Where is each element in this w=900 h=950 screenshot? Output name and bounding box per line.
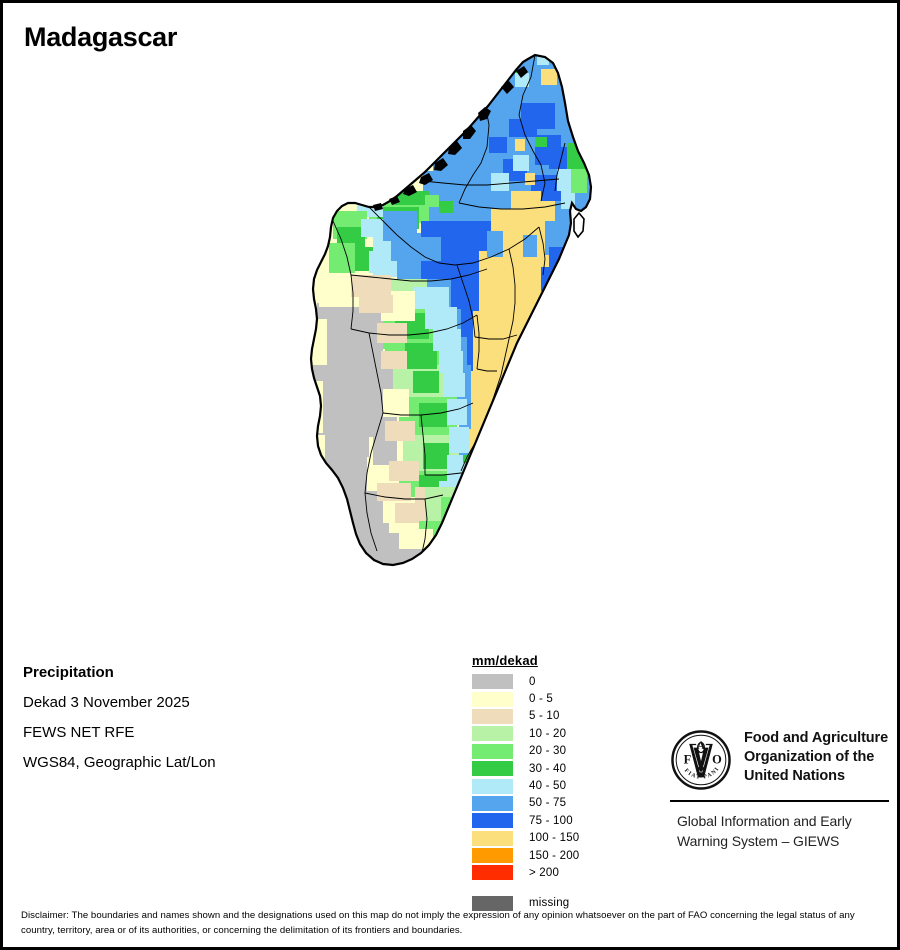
giews-line-1: Global Information and Early	[677, 813, 852, 829]
legend-label: 0	[529, 675, 536, 688]
legend-swatch	[472, 848, 513, 864]
legend-label: 100 - 150	[529, 832, 580, 845]
fao-org-line-2: Organization of the	[744, 749, 875, 765]
offshore-island	[573, 211, 585, 239]
legend-label-missing: missing	[529, 897, 570, 910]
legend-swatch-missing	[472, 895, 513, 911]
legend-swatch	[472, 865, 513, 881]
legend-row[interactable]: 75 - 100	[469, 812, 639, 829]
svg-text:F: F	[684, 753, 692, 767]
svg-text:O: O	[712, 753, 722, 767]
legend-row[interactable]: 50 - 75	[469, 795, 639, 812]
giews-line-2: Warning System – GIEWS	[677, 833, 840, 849]
legend-row[interactable]: 20 - 30	[469, 743, 639, 760]
coastal-islands	[373, 66, 528, 211]
legend-label: 50 - 75	[529, 797, 567, 810]
precipitation-map[interactable]	[273, 51, 633, 641]
legend-swatch	[472, 674, 513, 690]
legend-row[interactable]: 0	[469, 673, 639, 690]
giews-programme-name: Global Information and Early Warning Sys…	[677, 811, 890, 851]
legend-row[interactable]: 40 - 50	[469, 777, 639, 794]
legend-label: 30 - 40	[529, 762, 567, 775]
fao-org-line-1: Food and Agriculture	[744, 730, 889, 746]
legend-swatch	[472, 813, 513, 829]
legend-label: 0 - 5	[529, 693, 554, 706]
page-title: Madagascar	[24, 22, 178, 52]
legend-row[interactable]: 10 - 20	[469, 725, 639, 742]
legend-row-missing[interactable]: missing	[469, 895, 639, 912]
map-info-block: Precipitation Dekad 3 November 2025 FEWS…	[23, 658, 343, 778]
legend-swatch	[472, 743, 513, 759]
legend-label: 5 - 10	[529, 710, 560, 723]
disclaimer-text: Disclaimer: The boundaries and names sho…	[21, 910, 855, 936]
legend-swatch	[472, 830, 513, 846]
legend-swatch	[472, 778, 513, 794]
info-projection: WGS84, Geographic Lat/Lon	[23, 754, 216, 771]
legend-row[interactable]: 0 - 5	[469, 690, 639, 707]
fao-divider	[670, 800, 889, 802]
fao-wheat-emblem-icon: F A O FIAT PANIS	[670, 729, 731, 790]
precipitation-raster	[311, 55, 591, 565]
legend-label: 150 - 200	[529, 849, 580, 862]
fao-org-line-3: United Nations	[744, 768, 845, 784]
legend-swatch	[472, 795, 513, 811]
info-period: Dekad 3 November 2025	[23, 694, 190, 711]
legend-label: 10 - 20	[529, 727, 567, 740]
legend-row[interactable]: 150 - 200	[469, 847, 639, 864]
legend-swatch	[472, 761, 513, 777]
legend-swatch	[472, 708, 513, 724]
legend-label: 75 - 100	[529, 814, 573, 827]
madagascar-map-svg[interactable]	[273, 51, 633, 641]
legend-label: 20 - 30	[529, 745, 567, 758]
svg-text:A: A	[697, 740, 705, 752]
admin-boundaries	[332, 55, 566, 558]
fao-branding-block: F A O FIAT PANIS Food and Agriculture Or…	[670, 729, 890, 851]
legend-row[interactable]: 100 - 150	[469, 830, 639, 847]
info-variable: Precipitation	[23, 664, 114, 681]
legend-swatch	[472, 691, 513, 707]
fao-organization-name: Food and Agriculture Organization of the…	[744, 729, 888, 786]
legend-row[interactable]: 30 - 40	[469, 760, 639, 777]
info-source: FEWS NET RFE	[23, 724, 135, 741]
legend-label: 40 - 50	[529, 780, 567, 793]
legend-row[interactable]: > 200	[469, 864, 639, 881]
legend-swatch	[472, 726, 513, 742]
legend-title: mm/dekad	[472, 653, 538, 668]
map-legend: mm/dekad 0 0 - 5 5 - 10 10 - 20 20 - 30 …	[469, 653, 639, 912]
legend-label: > 200	[529, 866, 560, 879]
legend-row[interactable]: 5 - 10	[469, 708, 639, 725]
